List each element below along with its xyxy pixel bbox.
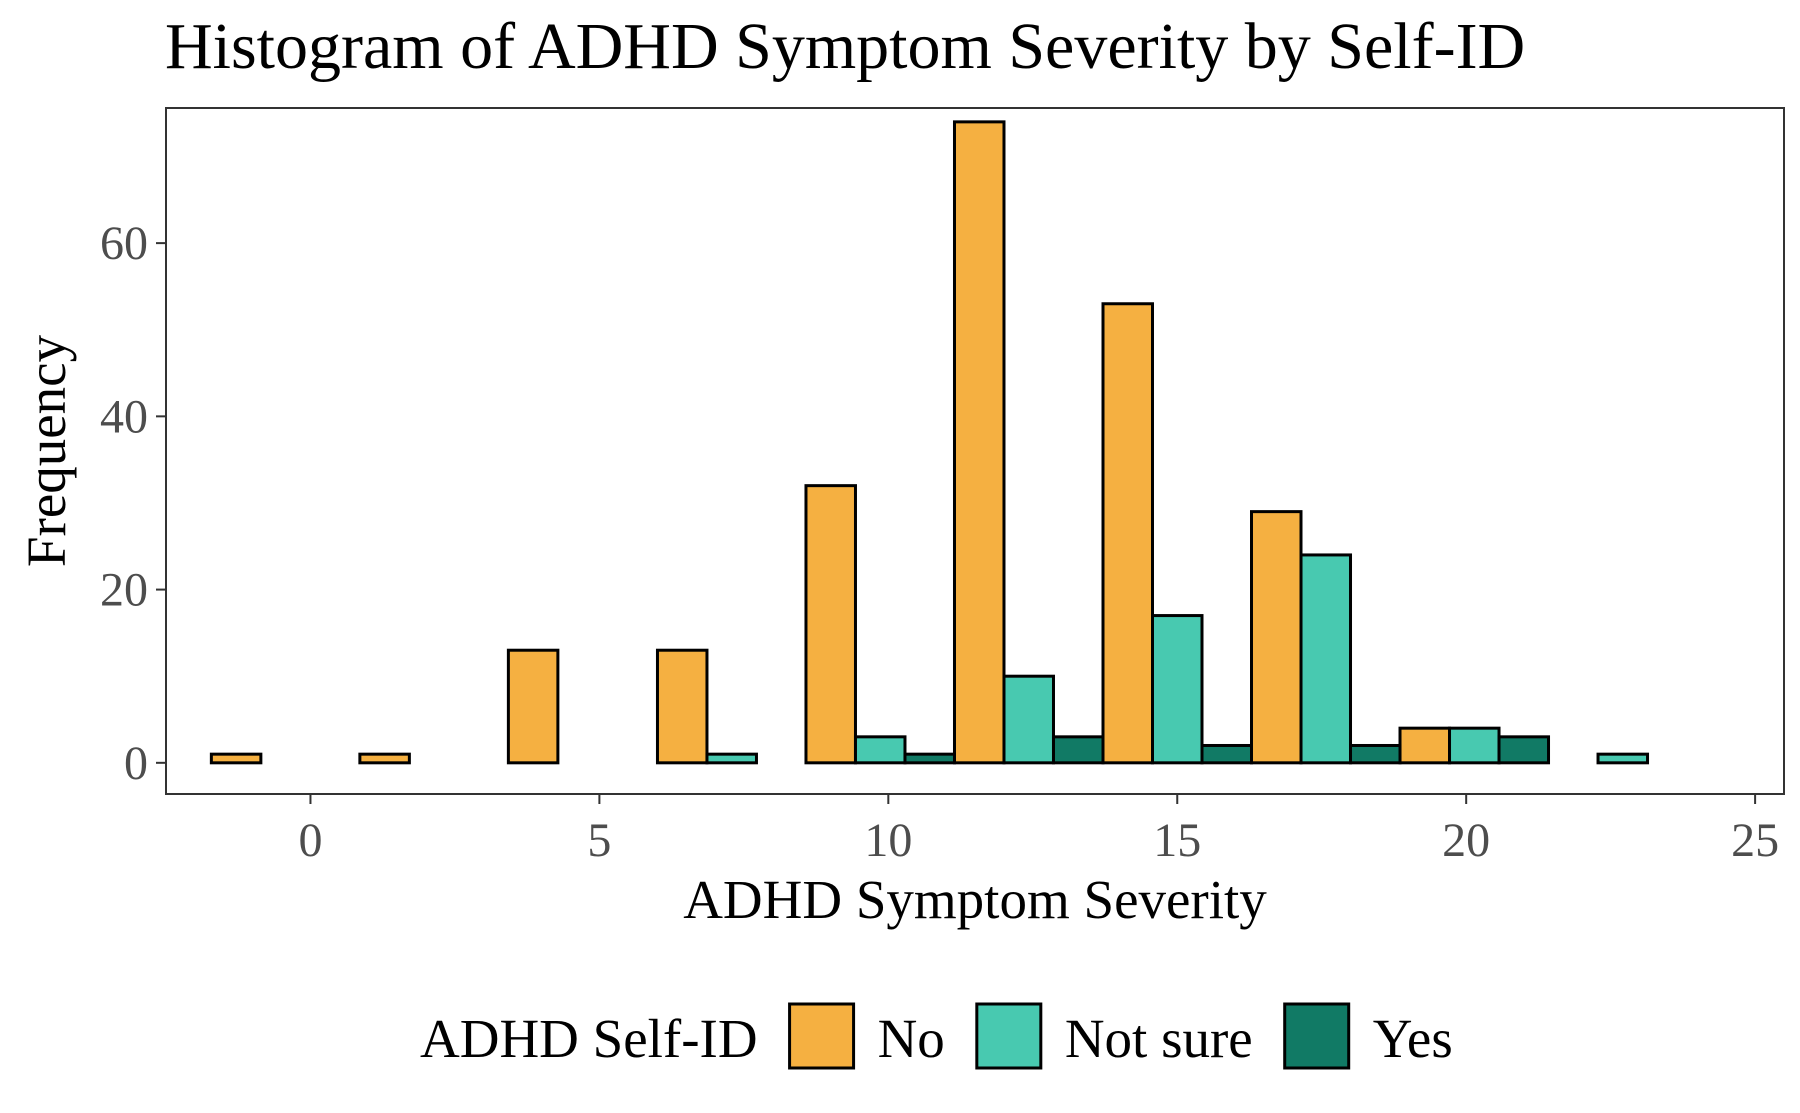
bar-no-bin-9: [1398, 726, 1452, 765]
bar-no-bin-3: [506, 648, 560, 765]
y-axis: 0 20 40 60: [100, 217, 166, 790]
x-tick-label: 10: [864, 814, 912, 867]
bar-not-sure-bin-4: [705, 752, 758, 765]
x-tick-label: 25: [1731, 814, 1779, 867]
bars-layer: [209, 120, 1650, 765]
x-tick-label: 20: [1442, 814, 1490, 867]
bar-yes-bin-8: [1349, 743, 1402, 765]
chart-title: Histogram of ADHD Symptom Severity by Se…: [165, 10, 1525, 83]
bar-no-bin-2: [358, 752, 411, 765]
x-tick-label: 0: [298, 814, 322, 867]
legend-label-yes: Yes: [1373, 1008, 1453, 1069]
bar-yes-bin-5: [903, 752, 956, 765]
y-tick-label: 60: [100, 217, 148, 270]
x-axis: 0 5 10 15 20 25: [298, 794, 1779, 867]
x-tick-label: 15: [1153, 814, 1201, 867]
x-axis-title: ADHD Symptom Severity: [683, 869, 1267, 930]
y-tick-label: 40: [100, 390, 148, 443]
legend-key-no: [788, 1002, 856, 1070]
legend-key-not-sure: [975, 1002, 1043, 1070]
bar-not-sure-bin-5: [853, 735, 907, 765]
plot-panel-border: [165, 107, 1785, 795]
bar-no-bin-6: [952, 120, 1006, 765]
bar-not-sure-bin-10: [1596, 752, 1650, 765]
bar-yes-bin-9: [1497, 735, 1551, 765]
legend-key-yes: [1283, 1002, 1351, 1070]
y-axis-title: Frequency: [16, 334, 77, 567]
x-tick-label: 5: [587, 814, 611, 867]
bar-yes-bin-6: [1051, 735, 1105, 765]
bar-not-sure-bin-7: [1151, 614, 1204, 765]
bar-no-bin-8: [1250, 510, 1303, 765]
legend-label-no: No: [878, 1008, 945, 1069]
bar-no-bin-5: [804, 484, 857, 765]
bar-not-sure-bin-9: [1448, 726, 1501, 765]
legend-title: ADHD Self-ID: [420, 1008, 758, 1069]
bar-no-bin-7: [1101, 302, 1154, 765]
y-tick-label: 0: [124, 737, 148, 790]
bar-no-bin-1: [209, 752, 263, 765]
y-tick-label: 20: [100, 564, 148, 617]
legend: ADHD Self-ID No Not sure Yes: [420, 1002, 1453, 1070]
bar-not-sure-bin-6: [1002, 674, 1055, 765]
bar-not-sure-bin-8: [1299, 553, 1353, 765]
legend-label-not-sure: Not sure: [1065, 1008, 1253, 1069]
bar-no-bin-4: [655, 648, 709, 765]
bar-yes-bin-7: [1200, 743, 1253, 765]
